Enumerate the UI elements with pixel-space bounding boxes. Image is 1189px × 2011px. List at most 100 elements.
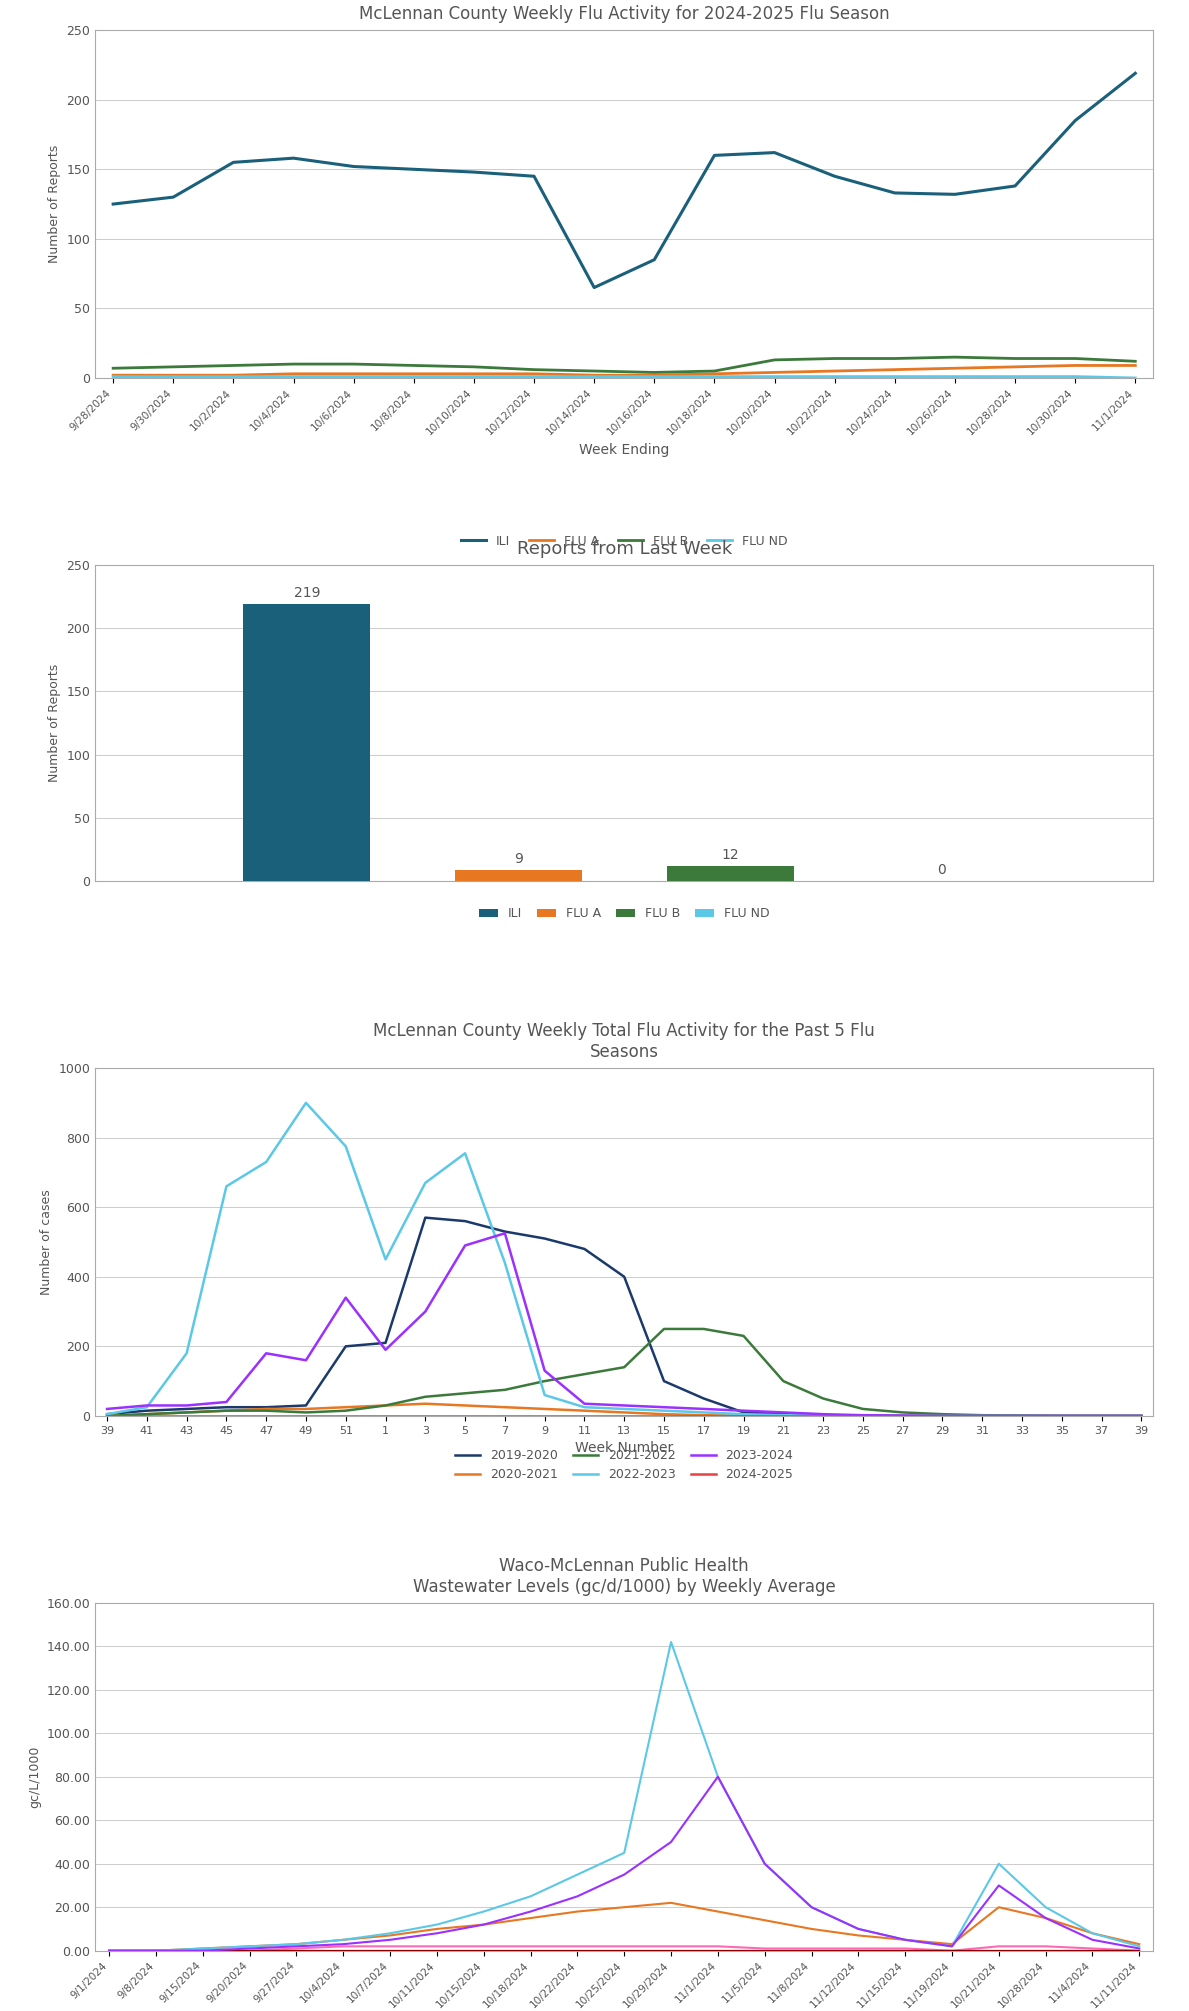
2019-2020 [100, 1402, 114, 1426]
Bar [667, 867, 793, 881]
2019-2020 [139, 1398, 153, 1422]
2022-2023 [816, 1404, 830, 1428]
Legend: ILI, FLU A, FLU B, FLU ND: ILI, FLU A, FLU B, FLU ND [474, 903, 774, 925]
2024-2025 [498, 1404, 512, 1428]
H5N1 [196, 1939, 210, 1963]
Flu A [1132, 1939, 1146, 1963]
Legend: Flu A, H5N1, Flu B, RSV A, RSV B, SARS-CoV-2 (N1/N2), SARS-CoV-2 (Omicron): Flu A, H5N1, Flu B, RSV A, RSV B, SARS-C… [379, 2007, 869, 2011]
Flu A [149, 1939, 163, 1963]
2021-2022 [298, 1400, 313, 1424]
2019-2020 [736, 1400, 750, 1424]
FLU ND [647, 364, 661, 388]
2020-2021 [378, 1394, 392, 1418]
2022-2023 [697, 1400, 711, 1424]
2023-2024 [975, 1404, 989, 1428]
Flu B [102, 1939, 117, 1963]
2021-2022 [656, 1317, 671, 1341]
SARS-CoV-2 (Omicron) [851, 1916, 866, 1941]
Line: SARS-CoV-2 (Omicron): SARS-CoV-2 (Omicron) [109, 1778, 1139, 1951]
2021-2022 [856, 1398, 870, 1422]
2022-2023 [856, 1404, 870, 1428]
H5N1 [336, 1939, 351, 1963]
2023-2024 [419, 1299, 433, 1323]
H5N1 [711, 1939, 725, 1963]
2020-2021 [895, 1404, 910, 1428]
RSV A [617, 1894, 631, 1918]
FLU B [767, 348, 781, 372]
RSV A [1086, 1921, 1100, 1945]
2024-2025 [1134, 1404, 1149, 1428]
SARS-CoV-2 (Omicron) [1038, 1906, 1052, 1931]
Line: 2022-2023: 2022-2023 [107, 1102, 1141, 1416]
RSV A [383, 1923, 397, 1947]
RSV A [477, 1912, 491, 1937]
ILI [287, 147, 301, 171]
Flu A [429, 1935, 443, 1959]
2023-2024 [656, 1396, 671, 1420]
2019-2020 [537, 1227, 552, 1251]
FLU A [467, 362, 482, 386]
2022-2023 [259, 1150, 273, 1174]
2020-2021 [100, 1404, 114, 1428]
2020-2021 [617, 1400, 631, 1424]
2022-2023 [339, 1134, 353, 1158]
FLU ND [1008, 364, 1023, 388]
Flu A [523, 1935, 537, 1959]
FLU ND [828, 364, 842, 388]
RSV B [102, 1939, 117, 1963]
2024-2025 [816, 1404, 830, 1428]
RSV B [945, 1939, 960, 1963]
X-axis label: Week Ending: Week Ending [579, 442, 669, 456]
RSV B [1132, 1939, 1146, 1963]
ILI [948, 183, 962, 207]
2024-2025 [100, 1404, 114, 1428]
SARS-CoV-2 (N1/N2) [571, 1862, 585, 1886]
2024-2025 [537, 1404, 552, 1428]
Title: Reports from Last Week: Reports from Last Week [516, 539, 732, 557]
FLU ND [226, 364, 240, 388]
ILI [1008, 173, 1023, 197]
ILI [346, 155, 360, 179]
2023-2024 [259, 1341, 273, 1365]
SARS-CoV-2 (N1/N2) [523, 1884, 537, 1908]
2021-2022 [378, 1394, 392, 1418]
2023-2024 [537, 1359, 552, 1384]
2019-2020 [578, 1237, 592, 1261]
2021-2022 [139, 1402, 153, 1426]
Flu A [711, 1935, 725, 1959]
RSV B [663, 1939, 678, 1963]
SARS-CoV-2 (Omicron) [383, 1929, 397, 1953]
2020-2021 [816, 1404, 830, 1428]
Flu A [102, 1939, 117, 1963]
FLU ND [1128, 366, 1143, 390]
ILI [888, 181, 902, 205]
2024-2025 [856, 1404, 870, 1428]
SARS-CoV-2 (N1/N2) [851, 1916, 866, 1941]
FLU B [888, 346, 902, 370]
2020-2021 [1134, 1404, 1149, 1428]
RSV B [336, 1939, 351, 1963]
FLU A [888, 358, 902, 382]
2020-2021 [259, 1398, 273, 1422]
FLU A [1128, 354, 1143, 378]
Flu A [1038, 1935, 1052, 1959]
Legend: ILI, FLU A, FLU B, FLU ND: ILI, FLU A, FLU B, FLU ND [455, 529, 793, 553]
H5N1 [523, 1939, 537, 1963]
Flu A [945, 1939, 960, 1963]
H5N1 [429, 1939, 443, 1963]
H5N1 [992, 1939, 1006, 1963]
2020-2021 [180, 1400, 194, 1424]
2019-2020 [339, 1333, 353, 1357]
Flu A [992, 1935, 1006, 1959]
Line: SARS-CoV-2 (N1/N2): SARS-CoV-2 (N1/N2) [109, 1643, 1139, 1951]
H5N1 [757, 1939, 772, 1963]
Flu B [477, 1939, 491, 1963]
2019-2020 [419, 1205, 433, 1229]
2021-2022 [936, 1402, 950, 1426]
Line: FLU A: FLU A [113, 366, 1135, 376]
SARS-CoV-2 (Omicron) [196, 1939, 210, 1963]
FLU A [287, 362, 301, 386]
FLU ND [166, 364, 181, 388]
SARS-CoV-2 (N1/N2) [196, 1937, 210, 1961]
2020-2021 [975, 1404, 989, 1428]
